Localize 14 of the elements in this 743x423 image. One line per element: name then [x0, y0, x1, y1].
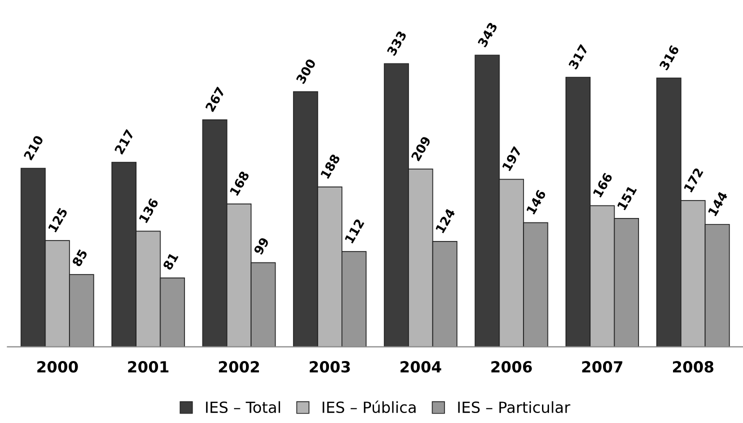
data-label: 81 [162, 252, 179, 271]
legend-label: IES – Total [206, 401, 280, 414]
x-tick-label: 2006 [491, 361, 532, 373]
legend-label: IES – Pública [322, 400, 416, 414]
x-tick-label: 2004 [400, 361, 442, 373]
x-tick-label: 2003 [310, 361, 350, 373]
x-tick-label: 2002 [218, 361, 259, 373]
x-tick-label: 2007 [582, 361, 622, 373]
x-tick-label: 2008 [673, 361, 714, 373]
data-label: 85 [72, 248, 88, 268]
x-tick-label: 2000 [37, 361, 78, 373]
legend-label: IES – Particular [458, 401, 570, 414]
x-tick-label: 2001 [128, 361, 168, 373]
data-label: 99 [253, 236, 270, 256]
